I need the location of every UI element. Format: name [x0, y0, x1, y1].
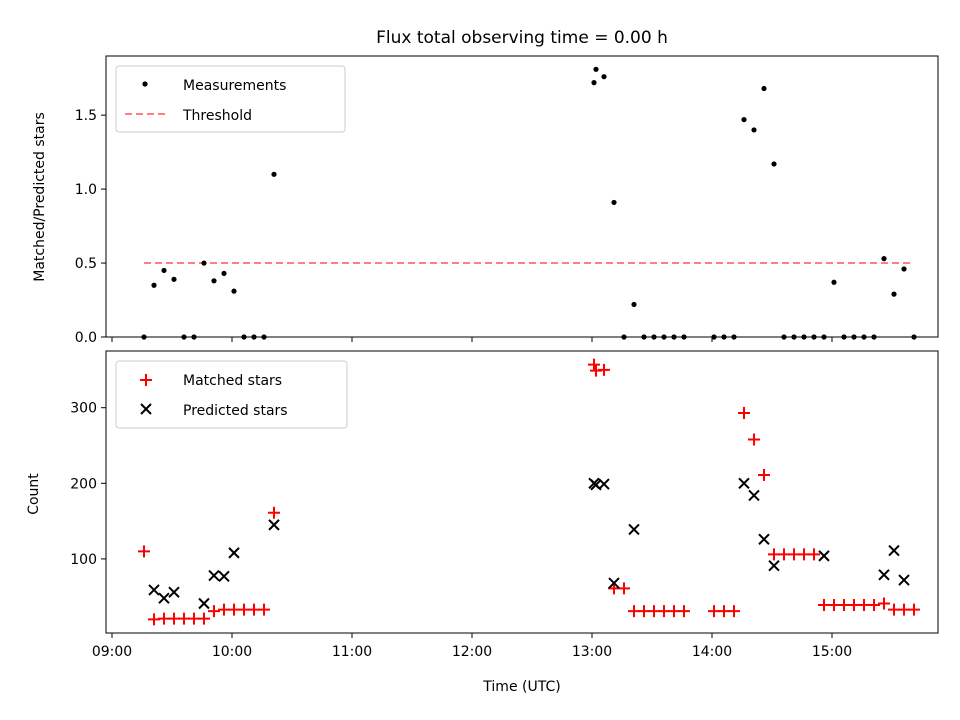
predicted-star-point	[168, 586, 180, 598]
measurement-point	[881, 256, 887, 262]
bottom-y-axis-label: Count	[26, 473, 42, 515]
legend-threshold-label: Threshold	[182, 108, 252, 124]
predicted-star-point	[218, 570, 230, 583]
matched-star-point	[808, 548, 820, 561]
matched-star-point	[748, 433, 760, 446]
measurement-point	[611, 199, 617, 206]
matched-star-point	[598, 363, 610, 376]
measurement-point	[831, 279, 837, 285]
predicted-star-point	[148, 584, 160, 596]
matched-star-point	[758, 468, 770, 481]
measurement-point	[593, 66, 599, 72]
measurement-point	[271, 171, 277, 177]
measurement-point	[201, 260, 207, 266]
predicted-star-point	[198, 597, 210, 610]
ratio-panel: Flux total observing time = 0.00 h Match…	[32, 28, 939, 346]
bottom-x-tick-label: 13:00	[572, 644, 612, 660]
count-points	[138, 358, 920, 626]
predicted-star-point	[628, 523, 640, 536]
predicted-star-point	[228, 547, 240, 559]
measurement-point	[591, 80, 597, 86]
measurement-point	[601, 74, 607, 80]
measurement-point	[151, 282, 157, 288]
bottom-x-ticks: 09:00 10:00 11:00 12:00 13:00 14:00 15:00	[92, 633, 852, 660]
predicted-star-point	[748, 489, 760, 502]
measurement-point	[741, 116, 747, 123]
matched-star-point	[268, 506, 280, 519]
bottom-legend: Matched stars Predicted stars	[115, 360, 348, 429]
bottom-x-tick-label: 10:00	[212, 644, 252, 660]
measurement-point	[211, 278, 217, 284]
top-y-tick-label: 1.0	[75, 182, 97, 198]
measurement-point	[771, 161, 777, 167]
measurement-point	[631, 301, 637, 308]
bottom-y-tick-label: 200	[70, 476, 97, 492]
matched-star-point	[878, 597, 890, 610]
bottom-x-tick-label: 12:00	[452, 644, 492, 660]
top-y-axis-label: Matched/Predicted stars	[32, 112, 48, 282]
top-y-ticks: 0.0 0.5 1.0 1.5	[75, 108, 106, 346]
predicted-star-point	[158, 592, 170, 604]
matched-star-point	[208, 605, 220, 618]
top-y-tick-label: 0.0	[75, 330, 97, 346]
measurement-point	[161, 267, 167, 274]
chart-title: Flux total observing time = 0.00 h	[376, 28, 668, 48]
legend-predicted-marker	[140, 403, 152, 415]
predicted-star-point	[598, 478, 610, 490]
bottom-legend-box	[115, 360, 348, 429]
legend-measurements-label: Measurements	[183, 78, 286, 94]
top-legend-box	[115, 65, 346, 133]
matched-star-point	[198, 612, 210, 625]
measurement-point	[221, 270, 227, 277]
bottom-x-tick-label: 11:00	[332, 644, 372, 660]
matched-star-point	[258, 603, 270, 616]
x-axis-label: Time (UTC)	[482, 679, 560, 695]
predicted-star-point	[208, 569, 220, 582]
top-axes-frame	[105, 55, 939, 338]
top-y-tick-label: 1.5	[75, 108, 97, 124]
bottom-y-tick-label: 100	[70, 552, 97, 568]
bottom-axes-frame	[105, 350, 939, 634]
measurement-point	[891, 291, 897, 297]
bottom-x-tick-label: 14:00	[692, 644, 732, 660]
legend-predicted-label: Predicted stars	[183, 403, 288, 419]
predicted-star-point	[268, 519, 280, 531]
predicted-star-point	[758, 533, 770, 545]
predicted-star-point	[898, 574, 910, 586]
legend-matched-marker	[140, 374, 152, 386]
matched-star-point	[138, 545, 150, 558]
bottom-y-tick-label: 300	[70, 401, 97, 417]
matched-star-point	[728, 605, 740, 618]
top-legend: Measurements Threshold	[115, 65, 346, 133]
matched-star-point	[618, 582, 630, 595]
bottom-x-tick-label: 15:00	[812, 644, 852, 660]
matched-star-point	[908, 603, 920, 616]
measurement-point	[171, 276, 177, 282]
measurement-point	[751, 127, 757, 133]
predicted-star-point	[888, 544, 900, 557]
predicted-star-point	[878, 569, 890, 581]
predicted-star-point	[608, 577, 620, 589]
predicted-star-point	[768, 560, 780, 572]
predicted-star-point	[818, 550, 830, 562]
count-panel: Count Time (UTC) 100 200 300 09:00 10:00 11:…	[26, 350, 939, 695]
bottom-y-ticks: 100 200 300	[70, 401, 106, 568]
legend-matched-label: Matched stars	[183, 373, 282, 389]
matched-star-point	[738, 406, 750, 419]
top-x-ticks	[111, 337, 833, 342]
bottom-x-tick-label: 09:00	[92, 644, 132, 660]
measurement-point	[231, 288, 237, 294]
legend-measurements-marker	[142, 81, 148, 87]
matched-star-point	[678, 605, 690, 618]
top-y-tick-label: 0.5	[75, 256, 97, 272]
matched-star-point	[588, 358, 600, 371]
measurement-point	[761, 85, 767, 92]
predicted-star-point	[738, 477, 750, 490]
matched-star-point	[868, 599, 880, 612]
measurement-point	[901, 266, 907, 272]
